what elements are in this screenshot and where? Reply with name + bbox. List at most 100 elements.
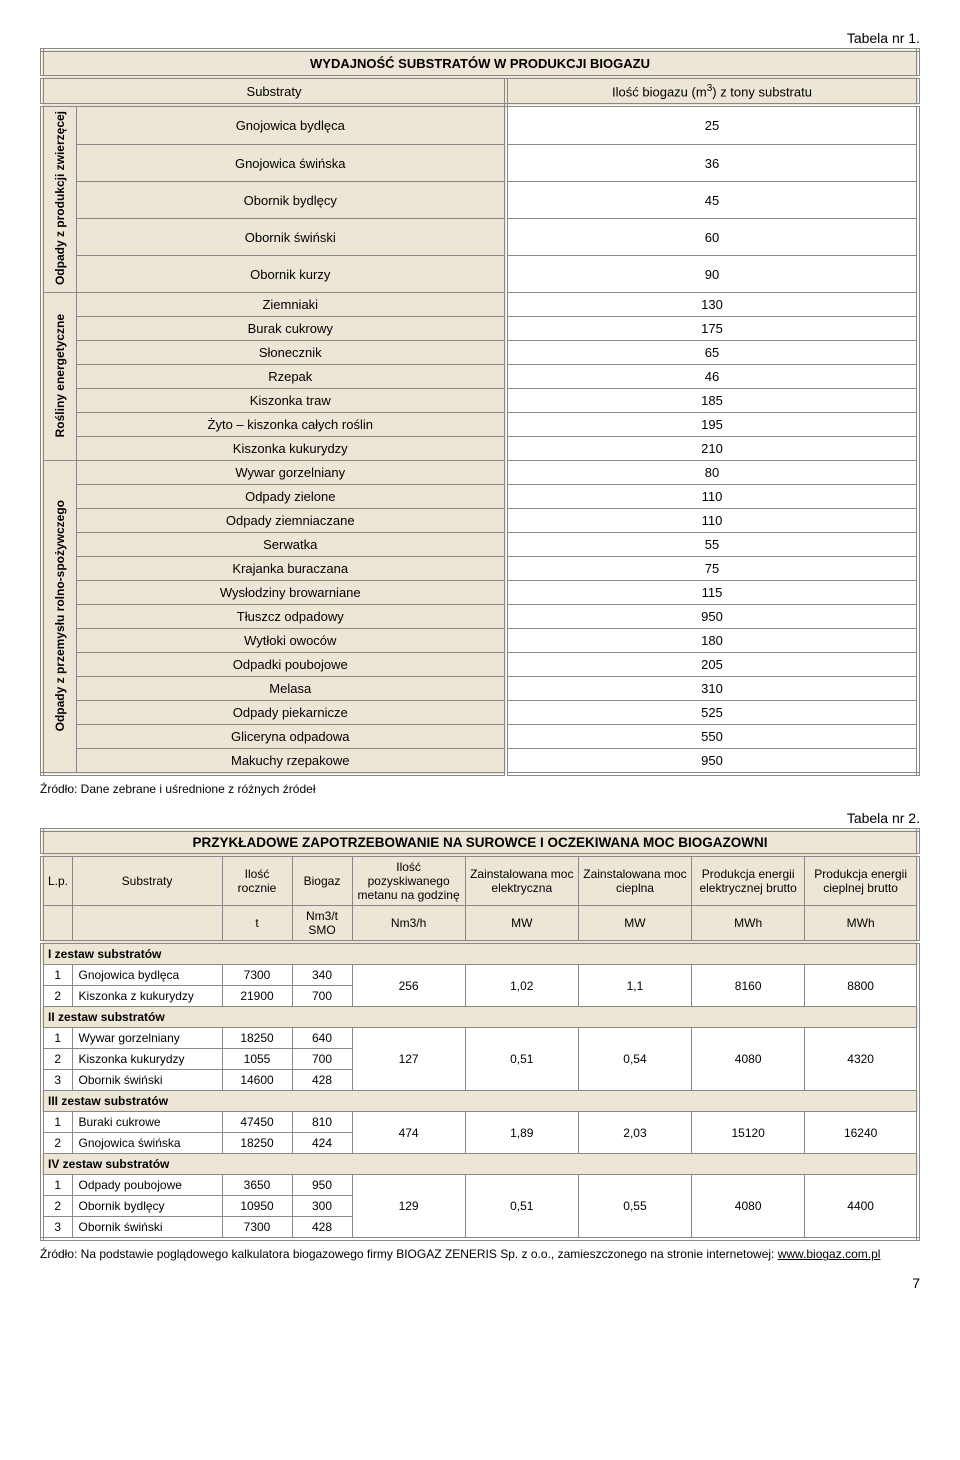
substrate-name: Żyto – kiszonka całych roślin	[76, 413, 506, 437]
cell-lp: 1	[42, 1112, 72, 1133]
cell-lp: 3	[42, 1217, 72, 1240]
col-unit	[42, 906, 72, 943]
substrate-name: Gnojowica bydlęca	[76, 105, 506, 144]
substrate-value: 45	[506, 182, 918, 219]
cell-qty: 18250	[222, 1028, 292, 1049]
substrate-value: 46	[506, 365, 918, 389]
cell-bio: 428	[292, 1217, 352, 1240]
cell-lp: 1	[42, 965, 72, 986]
col-unit: Nm3/t SMO	[292, 906, 352, 943]
substrate-name: Gnojowica świńska	[76, 145, 506, 182]
table2-title: PRZYKŁADOWE ZAPOTRZEBOWANIE NA SUROWCE I…	[42, 830, 918, 855]
substrate-name: Obornik bydlęcy	[76, 182, 506, 219]
col-header: Produkcja energii elektrycznej brutto	[692, 855, 805, 906]
col-header: Substraty	[72, 855, 222, 906]
cell-mwc: 0,55	[578, 1175, 691, 1240]
cell-qty: 18250	[222, 1133, 292, 1154]
cell-substrate: Gnojowica świńska	[72, 1133, 222, 1154]
source-link: www.biogaz.com.pl	[778, 1247, 881, 1261]
substrate-name: Wywar gorzelniany	[76, 461, 506, 485]
substrate-value: 110	[506, 509, 918, 533]
cell-ee: 15120	[692, 1112, 805, 1154]
substrate-name: Burak cukrowy	[76, 317, 506, 341]
substrate-name: Serwatka	[76, 533, 506, 557]
cell-ec: 4400	[805, 1175, 918, 1240]
cell-bio: 340	[292, 965, 352, 986]
substrate-name: Rzepak	[76, 365, 506, 389]
col-unit: MW	[465, 906, 578, 943]
cell-mwe: 1,89	[465, 1112, 578, 1154]
col-unit: MWh	[805, 906, 918, 943]
col-unit: MWh	[692, 906, 805, 943]
substrate-value: 180	[506, 629, 918, 653]
substrate-value: 130	[506, 293, 918, 317]
substrate-value: 65	[506, 341, 918, 365]
substrate-value: 195	[506, 413, 918, 437]
substrate-value: 36	[506, 145, 918, 182]
substrate-name: Wytłoki owoców	[76, 629, 506, 653]
cell-nm3h: 256	[352, 965, 465, 1007]
cell-ec: 4320	[805, 1028, 918, 1091]
substrate-value: 950	[506, 605, 918, 629]
table2: PRZYKŁADOWE ZAPOTRZEBOWANIE NA SUROWCE I…	[40, 828, 920, 1241]
table1: WYDAJNOŚĆ SUBSTRATÓW W PRODUKCJI BIOGAZU…	[40, 48, 920, 776]
cell-lp: 2	[42, 986, 72, 1007]
cell-qty: 10950	[222, 1196, 292, 1217]
substrate-name: Gliceryna odpadowa	[76, 725, 506, 749]
cell-lp: 3	[42, 1070, 72, 1091]
substrate-value: 175	[506, 317, 918, 341]
section-label: III zestaw substratów	[42, 1091, 918, 1112]
cell-bio: 810	[292, 1112, 352, 1133]
substrate-value: 115	[506, 581, 918, 605]
cell-qty: 47450	[222, 1112, 292, 1133]
substrate-name: Odpadki poubojowe	[76, 653, 506, 677]
substrate-name: Odpady zielone	[76, 485, 506, 509]
section-label: IV zestaw substratów	[42, 1154, 918, 1175]
cell-bio: 424	[292, 1133, 352, 1154]
substrate-value: 25	[506, 105, 918, 144]
cell-bio: 640	[292, 1028, 352, 1049]
cell-lp: 2	[42, 1196, 72, 1217]
table1-caption: Tabela nr 1.	[40, 30, 920, 46]
col-header: Ilość rocznie	[222, 855, 292, 906]
cell-qty: 1055	[222, 1049, 292, 1070]
cell-bio: 300	[292, 1196, 352, 1217]
cell-ee: 4080	[692, 1175, 805, 1240]
substrate-value: 75	[506, 557, 918, 581]
cell-qty: 7300	[222, 965, 292, 986]
table1-source: Źródło: Dane zebrane i uśrednione z różn…	[40, 782, 920, 796]
substrate-name: Słonecznik	[76, 341, 506, 365]
substrate-value: 60	[506, 219, 918, 256]
cell-substrate: Kiszonka kukurydzy	[72, 1049, 222, 1070]
substrate-name: Tłuszcz odpadowy	[76, 605, 506, 629]
row-group-label: Rośliny energetyczne	[42, 293, 76, 461]
cell-bio: 950	[292, 1175, 352, 1196]
cell-bio: 428	[292, 1070, 352, 1091]
substrate-value: 55	[506, 533, 918, 557]
page-number: 7	[40, 1275, 920, 1291]
col-unit: t	[222, 906, 292, 943]
cell-qty: 14600	[222, 1070, 292, 1091]
cell-nm3h: 129	[352, 1175, 465, 1240]
col-header: L.p.	[42, 855, 72, 906]
cell-substrate: Odpady poubojowe	[72, 1175, 222, 1196]
substrate-value: 210	[506, 437, 918, 461]
cell-substrate: Buraki cukrowe	[72, 1112, 222, 1133]
col-substraty: Substraty	[42, 77, 506, 105]
table2-source: Źródło: Na podstawie poglądowego kalkula…	[40, 1247, 920, 1261]
cell-mwe: 0,51	[465, 1175, 578, 1240]
substrate-value: 550	[506, 725, 918, 749]
substrate-value: 185	[506, 389, 918, 413]
col-unit	[72, 906, 222, 943]
cell-substrate: Obornik świński	[72, 1217, 222, 1240]
substrate-name: Krajanka buraczana	[76, 557, 506, 581]
col-unit: Nm3/h	[352, 906, 465, 943]
substrate-name: Wysłodziny browarniane	[76, 581, 506, 605]
cell-substrate: Wywar gorzelniany	[72, 1028, 222, 1049]
section-label: I zestaw substratów	[42, 942, 918, 965]
col-header: Ilość pozyskiwanego metanu na godzinę	[352, 855, 465, 906]
cell-nm3h: 474	[352, 1112, 465, 1154]
col-header: Zainstalowana moc elektryczna	[465, 855, 578, 906]
cell-ee: 8160	[692, 965, 805, 1007]
table1-title: WYDAJNOŚĆ SUBSTRATÓW W PRODUKCJI BIOGAZU	[42, 50, 918, 77]
